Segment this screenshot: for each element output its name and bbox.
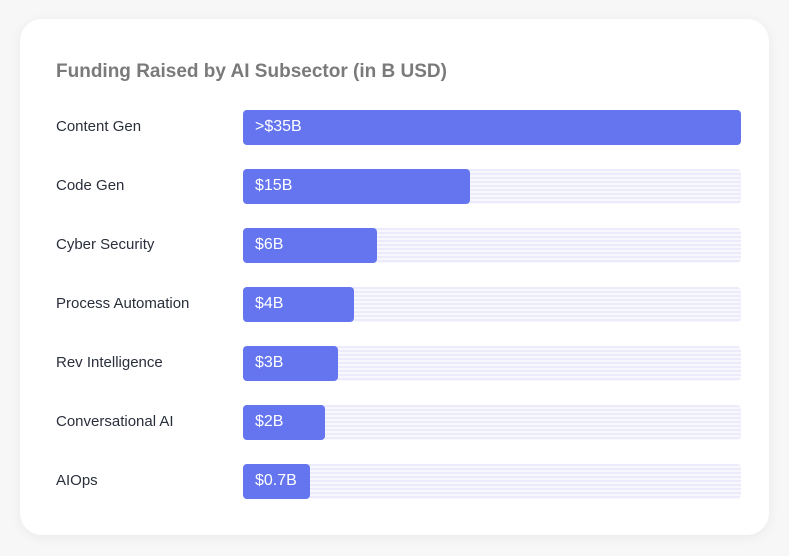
bar-row: Conversational AI $2B	[20, 405, 769, 440]
bar-row: Content Gen >$35B	[20, 110, 769, 145]
category-label: Cyber Security	[56, 236, 155, 253]
category-label: Content Gen	[56, 118, 142, 135]
bar-row: Cyber Security $6B	[20, 228, 769, 263]
bar-track: $4B	[243, 287, 741, 322]
chart-card: Funding Raised by AI Subsector (in B USD…	[20, 19, 769, 535]
data-label: >$35B	[255, 118, 302, 135]
data-label: $4B	[255, 295, 284, 312]
bar: >$35B	[243, 110, 741, 145]
bar-track: $6B	[243, 228, 741, 263]
category-label: Code Gen	[56, 177, 125, 194]
bar-row: Process Automation $4B	[20, 287, 769, 322]
bar: $6B	[243, 228, 377, 263]
chart-title: Funding Raised by AI Subsector (in B USD…	[56, 61, 447, 82]
data-label: $0.7B	[255, 472, 297, 489]
bar: $0.7B	[243, 464, 311, 499]
category-label: AIOps	[56, 472, 98, 489]
data-label: $6B	[255, 236, 284, 253]
bar-track: $15B	[243, 169, 741, 204]
category-label: Rev Intelligence	[56, 354, 163, 371]
data-label: $3B	[255, 354, 284, 371]
category-label: Conversational AI	[56, 413, 174, 430]
data-label: $15B	[255, 177, 293, 194]
bar: $3B	[243, 346, 339, 381]
bar-track: >$35B	[243, 110, 741, 145]
category-label: Process Automation	[56, 295, 190, 312]
bar-row: AIOps $0.7B	[20, 464, 769, 499]
bar-row: Code Gen $15B	[20, 169, 769, 204]
bar-track: $2B	[243, 405, 741, 440]
bar-row: Rev Intelligence $3B	[20, 346, 769, 381]
bar-track: $3B	[243, 346, 741, 381]
data-label: $2B	[255, 413, 284, 430]
bar: $2B	[243, 405, 326, 440]
bar: $4B	[243, 287, 355, 322]
bar: $15B	[243, 169, 471, 204]
bar-track: $0.7B	[243, 464, 741, 499]
